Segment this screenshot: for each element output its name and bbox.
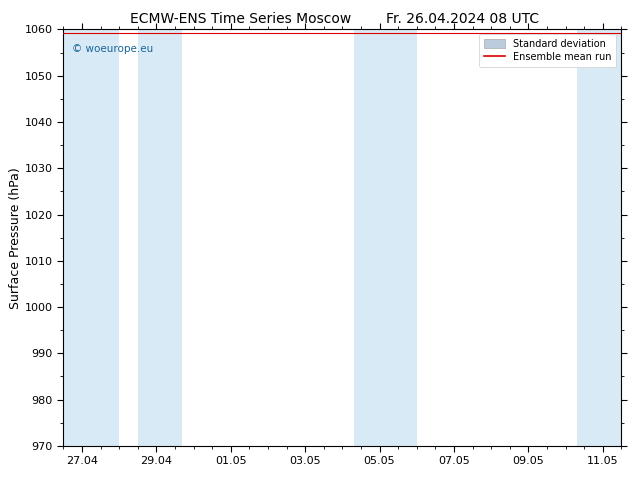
Bar bbox=[354, 29, 417, 446]
Bar bbox=[63, 29, 119, 446]
Legend: Standard deviation, Ensemble mean run: Standard deviation, Ensemble mean run bbox=[479, 34, 616, 67]
Bar bbox=[138, 29, 183, 446]
Text: © woeurope.eu: © woeurope.eu bbox=[72, 44, 153, 54]
Y-axis label: Surface Pressure (hPa): Surface Pressure (hPa) bbox=[9, 167, 22, 309]
Text: Fr. 26.04.2024 08 UTC: Fr. 26.04.2024 08 UTC bbox=[386, 12, 540, 26]
Bar bbox=[577, 29, 621, 446]
Text: ECMW-ENS Time Series Moscow: ECMW-ENS Time Series Moscow bbox=[131, 12, 351, 26]
